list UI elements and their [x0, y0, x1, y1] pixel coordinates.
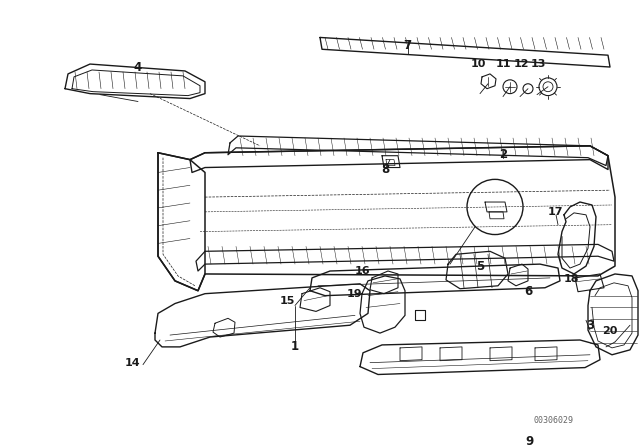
- Text: 15: 15: [279, 296, 294, 306]
- Text: 9: 9: [526, 435, 534, 448]
- Text: 3: 3: [586, 319, 594, 332]
- Text: 19: 19: [347, 289, 363, 299]
- Text: 7: 7: [403, 39, 411, 52]
- Text: 2: 2: [499, 148, 507, 161]
- Text: 17: 17: [547, 207, 563, 217]
- Text: 20: 20: [602, 326, 618, 336]
- Text: 13: 13: [531, 59, 546, 69]
- Text: 18: 18: [563, 274, 579, 284]
- Text: 16: 16: [354, 266, 370, 276]
- Text: 00306029: 00306029: [534, 416, 574, 425]
- Text: 12: 12: [513, 59, 529, 69]
- Text: 6: 6: [524, 285, 532, 298]
- Text: 1: 1: [291, 340, 299, 353]
- Text: 4: 4: [134, 60, 142, 73]
- Text: 14: 14: [125, 358, 141, 368]
- Text: 10: 10: [470, 59, 486, 69]
- Text: 5: 5: [476, 259, 484, 272]
- Text: 8: 8: [381, 163, 389, 176]
- Text: 11: 11: [495, 59, 511, 69]
